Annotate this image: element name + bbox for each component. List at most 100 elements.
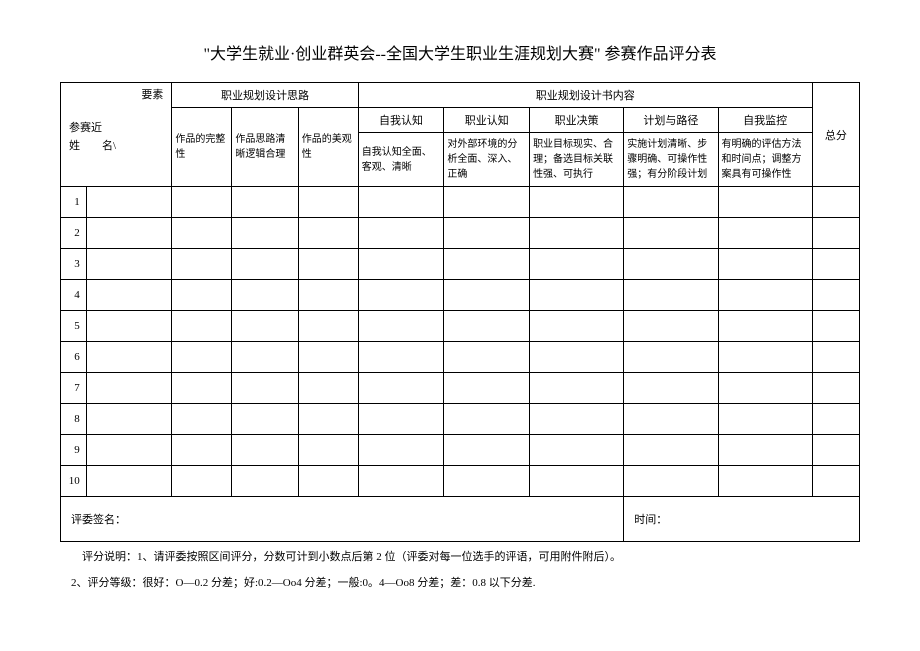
cell — [172, 466, 232, 497]
cell — [172, 373, 232, 404]
cell — [624, 404, 718, 435]
cell — [812, 435, 859, 466]
table-row: 8 — [61, 404, 860, 435]
cell — [718, 435, 812, 466]
cell — [812, 218, 859, 249]
cell — [444, 373, 530, 404]
cell — [172, 311, 232, 342]
cell — [86, 404, 172, 435]
table-body: 1 2 3 4 5 6 7 8 9 10 评委签名： 时间： — [61, 187, 860, 542]
cell — [444, 404, 530, 435]
row-num: 6 — [61, 342, 87, 373]
cell — [172, 218, 232, 249]
cell — [172, 249, 232, 280]
cell — [444, 435, 530, 466]
col-plan-h: 计划与路径 — [624, 108, 718, 133]
cell — [298, 187, 358, 218]
cell — [86, 218, 172, 249]
cell — [444, 342, 530, 373]
cell — [530, 466, 624, 497]
cell — [232, 404, 298, 435]
cell — [298, 373, 358, 404]
label-name: 姓 名\ — [69, 138, 163, 156]
header-name-cell: 要素 参赛近 姓 名\ — [61, 83, 172, 187]
col-self-know-d: 自我认知全面、客观、清晰 — [358, 133, 444, 187]
col-aesthetic: 作品的美观性 — [298, 108, 358, 187]
cell — [172, 435, 232, 466]
cell — [358, 218, 444, 249]
cell — [172, 187, 232, 218]
col-plan-d: 实施计划清晰、步骤明确、可操作性强；有分阶段计划 — [624, 133, 718, 187]
cell — [86, 249, 172, 280]
cell — [812, 280, 859, 311]
row-num: 10 — [61, 466, 87, 497]
cell — [530, 280, 624, 311]
cell — [444, 311, 530, 342]
cell — [298, 280, 358, 311]
cell — [298, 435, 358, 466]
signature-row: 评委签名： 时间： — [61, 497, 860, 542]
cell — [298, 404, 358, 435]
cell — [718, 218, 812, 249]
table-row: 7 — [61, 373, 860, 404]
cell — [624, 373, 718, 404]
cell — [530, 218, 624, 249]
cell — [232, 249, 298, 280]
cell — [232, 342, 298, 373]
cell — [530, 435, 624, 466]
section-design-thinking: 职业规划设计思路 — [172, 83, 358, 108]
cell — [812, 404, 859, 435]
cell — [232, 373, 298, 404]
table-row: 3 — [61, 249, 860, 280]
cell — [718, 249, 812, 280]
row-num: 4 — [61, 280, 87, 311]
cell — [718, 404, 812, 435]
label-contestant: 参赛近 — [69, 120, 163, 138]
row-num: 5 — [61, 311, 87, 342]
table-row: 4 — [61, 280, 860, 311]
cell — [298, 249, 358, 280]
cell — [444, 280, 530, 311]
col-decision-h: 职业决策 — [530, 108, 624, 133]
cell — [718, 311, 812, 342]
cell — [86, 342, 172, 373]
cell — [812, 187, 859, 218]
cell — [530, 311, 624, 342]
col-completeness: 作品的完整性 — [172, 108, 232, 187]
row-num: 1 — [61, 187, 87, 218]
cell — [624, 218, 718, 249]
cell — [718, 466, 812, 497]
cell — [86, 466, 172, 497]
cell — [298, 311, 358, 342]
cell — [172, 280, 232, 311]
row-num: 3 — [61, 249, 87, 280]
table-row: 9 — [61, 435, 860, 466]
cell — [358, 435, 444, 466]
cell — [624, 466, 718, 497]
col-total: 总分 — [812, 83, 859, 187]
row-num: 2 — [61, 218, 87, 249]
cell — [172, 404, 232, 435]
cell — [530, 404, 624, 435]
cell — [358, 280, 444, 311]
cell — [172, 342, 232, 373]
time-label: 时间： — [624, 497, 860, 542]
cell — [530, 342, 624, 373]
col-career-know-h: 职业认知 — [444, 108, 530, 133]
cell — [444, 249, 530, 280]
cell — [812, 373, 859, 404]
cell — [444, 466, 530, 497]
row-num: 7 — [61, 373, 87, 404]
cell — [86, 187, 172, 218]
col-self-know-h: 自我认知 — [358, 108, 444, 133]
cell — [232, 218, 298, 249]
cell — [358, 249, 444, 280]
score-table: 要素 参赛近 姓 名\ 职业规划设计思路 职业规划设计书内容 总分 作品的完整性… — [60, 82, 860, 542]
col-monitor-d: 有明确的评估方法和时间点；调整方案具有可操作性 — [718, 133, 812, 187]
cell — [624, 311, 718, 342]
table-row: 6 — [61, 342, 860, 373]
page-title: "大学生就业·创业群英会--全国大学生职业生涯规划大赛" 参赛作品评分表 — [60, 40, 860, 64]
cell — [358, 404, 444, 435]
cell — [358, 373, 444, 404]
table-row: 2 — [61, 218, 860, 249]
